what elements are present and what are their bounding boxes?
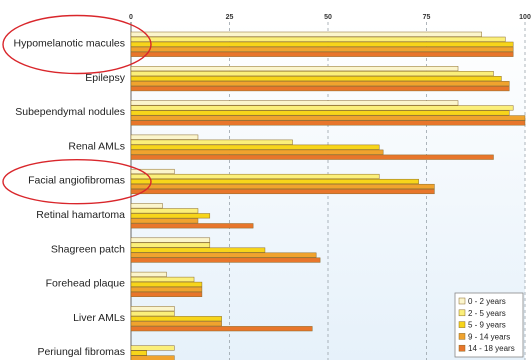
bar <box>130 242 211 248</box>
bar <box>130 134 199 140</box>
x-tick-labels: 0 25 50 75 100 <box>129 14 531 21</box>
bar <box>130 66 459 72</box>
bar <box>130 149 384 155</box>
category-label: Subependymal nodules <box>15 106 125 118</box>
bar <box>130 120 526 126</box>
bar <box>130 218 199 224</box>
category-label: Forehead plaque <box>46 278 126 290</box>
bar <box>130 173 380 180</box>
bar <box>130 81 510 87</box>
bar <box>130 100 459 106</box>
bar <box>130 183 435 190</box>
bar <box>130 306 175 312</box>
bar <box>130 154 494 160</box>
bar <box>130 326 313 332</box>
bar <box>130 115 526 121</box>
bar <box>130 139 293 145</box>
category-label: Shagreen patch <box>51 243 125 255</box>
bar <box>130 247 266 253</box>
bar <box>130 291 203 297</box>
category-label: Epilepsy <box>85 72 125 84</box>
bar <box>130 350 148 356</box>
legend-swatch <box>458 321 466 328</box>
category-label: Retinal hamartoma <box>36 209 125 221</box>
bar <box>130 345 175 351</box>
legend-box <box>454 292 524 358</box>
legend: 0 - 2 years 2 - 5 years 5 - 9 years 9 - 14 … <box>454 292 524 358</box>
bar <box>130 36 506 42</box>
x-tick-label: 25 <box>226 14 234 21</box>
bar <box>130 252 317 258</box>
x-tick-label: 75 <box>423 14 431 21</box>
bar <box>130 31 482 37</box>
bar <box>130 286 203 292</box>
bar <box>130 178 419 185</box>
legend-label: 14 - 18 years <box>468 344 515 353</box>
bar <box>130 41 514 47</box>
category-label: Hypomelanotic macules <box>14 38 125 50</box>
bar <box>130 316 222 322</box>
highlight-ellipse <box>2 158 152 205</box>
legend-swatch <box>458 333 466 340</box>
bar <box>130 76 502 82</box>
category-label: Liver AMLs <box>73 312 125 324</box>
bar <box>130 321 222 327</box>
bar <box>130 86 510 92</box>
bar <box>130 144 380 150</box>
legend-label: 9 - 14 years <box>468 332 510 341</box>
x-tick-label: 50 <box>324 14 332 21</box>
legend-swatch <box>458 309 466 317</box>
category-label: Facial angiofibromas <box>28 175 125 187</box>
bar <box>130 208 199 214</box>
legend-label: 2 - 5 years <box>468 309 506 318</box>
bar <box>130 257 321 263</box>
x-tick-label: 100 <box>519 14 531 21</box>
category-label: Renal AMLs <box>68 140 125 152</box>
legend-label: 0 - 2 years <box>468 297 506 306</box>
bars <box>130 31 526 360</box>
category-label: Periungal fibromas <box>37 346 125 358</box>
bar <box>130 168 175 175</box>
bar <box>130 203 163 209</box>
legend-swatch <box>458 344 466 352</box>
bar <box>130 223 254 229</box>
bar <box>130 71 494 77</box>
bar <box>130 46 514 52</box>
bar <box>130 276 195 282</box>
bar <box>130 281 203 287</box>
bar <box>130 355 175 360</box>
bar <box>130 188 435 195</box>
highlight-ellipse <box>2 14 152 75</box>
bar <box>130 271 167 277</box>
highlight-ellipses <box>2 14 152 205</box>
bar <box>130 110 510 116</box>
bar <box>130 213 211 219</box>
bar <box>130 237 211 243</box>
legend-label: 5 - 9 years <box>468 321 506 330</box>
x-tick-label: 0 <box>129 14 133 21</box>
bar <box>130 105 514 111</box>
bar <box>130 311 175 317</box>
bar <box>130 51 514 57</box>
legend-swatch <box>458 297 466 305</box>
category-labels: Hypomelanotic macules Epilepsy Subependyma… <box>14 38 126 359</box>
